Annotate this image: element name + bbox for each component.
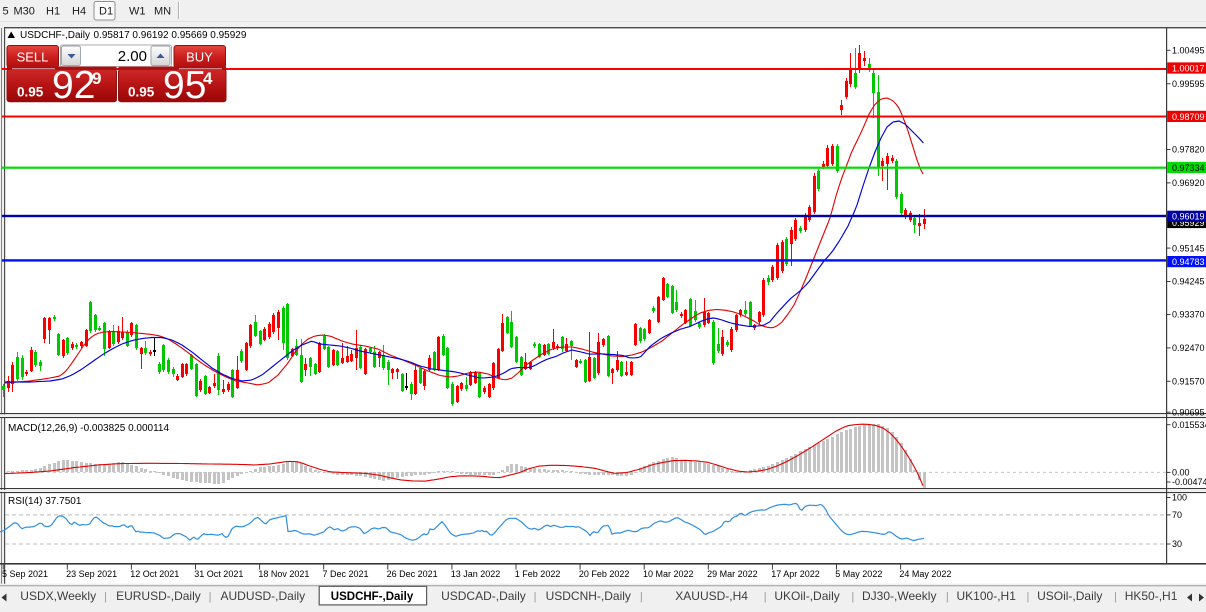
svg-text:W1: W1 — [129, 6, 146, 18]
svg-text:18 Nov 2021: 18 Nov 2021 — [258, 569, 309, 579]
svg-text:0.95: 0.95 — [128, 85, 155, 100]
svg-text:|: | — [1026, 591, 1029, 603]
svg-text:H1: H1 — [46, 6, 60, 18]
svg-text:0.98709: 0.98709 — [1172, 112, 1205, 122]
svg-text:5 Sep 2021: 5 Sep 2021 — [2, 569, 48, 579]
svg-text:10 Mar 2022: 10 Mar 2022 — [643, 569, 694, 579]
svg-text:0.00: 0.00 — [1172, 468, 1190, 478]
svg-text:23 Sep 2021: 23 Sep 2021 — [66, 569, 117, 579]
svg-text:SELL: SELL — [17, 50, 49, 65]
svg-text:|: | — [851, 591, 854, 603]
svg-text:5 May 2022: 5 May 2022 — [835, 569, 882, 579]
svg-text:AUDUSD-,Daily: AUDUSD-,Daily — [221, 589, 306, 603]
svg-text:0.015534: 0.015534 — [1172, 420, 1206, 430]
svg-text:|: | — [209, 591, 212, 603]
svg-text:2.00: 2.00 — [118, 48, 147, 65]
svg-text:MN: MN — [154, 6, 171, 18]
svg-text:0.95817 0.96192 0.95669 0.9592: 0.95817 0.96192 0.95669 0.95929 — [94, 30, 247, 41]
svg-text:D1: D1 — [99, 6, 113, 18]
svg-text:17 Apr 2022: 17 Apr 2022 — [771, 569, 820, 579]
svg-text:1.00495: 1.00495 — [1172, 46, 1205, 56]
svg-text:9: 9 — [92, 69, 101, 88]
svg-text:USDCHF-,Daily: USDCHF-,Daily — [331, 591, 414, 603]
svg-text:USDCHF-,Daily: USDCHF-,Daily — [20, 30, 90, 41]
svg-text:|: | — [640, 591, 643, 603]
svg-text:USOil-,Daily: USOil-,Daily — [1037, 589, 1102, 603]
svg-text:|: | — [764, 591, 767, 603]
svg-text:29 Mar 2022: 29 Mar 2022 — [707, 569, 758, 579]
svg-text:0.95: 0.95 — [17, 85, 44, 100]
svg-text:5: 5 — [3, 6, 9, 18]
svg-text:0.95929: 0.95929 — [1172, 218, 1205, 228]
svg-text:20 Feb 2022: 20 Feb 2022 — [579, 569, 630, 579]
svg-text:UK100-,H1: UK100-,H1 — [957, 589, 1017, 603]
svg-text:31 Oct 2021: 31 Oct 2021 — [194, 569, 243, 579]
svg-text:EURUSD-,Daily: EURUSD-,Daily — [116, 589, 201, 603]
svg-text:1 Feb 2022: 1 Feb 2022 — [515, 569, 561, 579]
svg-text:0.97334: 0.97334 — [1172, 163, 1205, 173]
svg-text:HK50-,H1: HK50-,H1 — [1125, 589, 1178, 603]
svg-text:4: 4 — [203, 69, 213, 88]
svg-text:XAUUSD-,H4: XAUUSD-,H4 — [675, 589, 748, 603]
svg-text:DJ30-,Weekly: DJ30-,Weekly — [862, 589, 936, 603]
svg-text:0.90695: 0.90695 — [1172, 407, 1205, 417]
svg-text:USDCNH-,Daily: USDCNH-,Daily — [546, 589, 631, 603]
svg-text:H4: H4 — [72, 6, 86, 18]
svg-text:26 Dec 2021: 26 Dec 2021 — [387, 569, 438, 579]
svg-text:13 Jan 2022: 13 Jan 2022 — [451, 569, 501, 579]
svg-text:70: 70 — [1172, 510, 1182, 520]
svg-text:RSI(14) 37.7501: RSI(14) 37.7501 — [8, 496, 82, 507]
svg-text:|: | — [534, 591, 537, 603]
svg-text:1.00017: 1.00017 — [1172, 63, 1205, 73]
svg-text:24 May 2022: 24 May 2022 — [899, 569, 951, 579]
svg-text:0.99595: 0.99595 — [1172, 79, 1205, 89]
svg-text:30: 30 — [1172, 539, 1182, 549]
svg-text:0.96019: 0.96019 — [1172, 212, 1205, 222]
svg-text:BUY: BUY — [186, 50, 213, 65]
svg-text:|: | — [946, 591, 949, 603]
svg-text:0.96920: 0.96920 — [1172, 178, 1205, 188]
svg-text:UKOil-,Daily: UKOil-,Daily — [774, 589, 839, 603]
svg-text:92: 92 — [52, 64, 95, 107]
svg-text:USDX,Weekly: USDX,Weekly — [20, 589, 96, 603]
svg-text:95: 95 — [163, 64, 206, 107]
svg-text:|: | — [1114, 591, 1117, 603]
svg-text:0.95145: 0.95145 — [1172, 243, 1205, 253]
svg-text:0.91570: 0.91570 — [1172, 377, 1205, 387]
svg-text:MACD(12,26,9) -0.003825 0.0001: MACD(12,26,9) -0.003825 0.000114 — [8, 423, 169, 434]
svg-text:100: 100 — [1172, 493, 1187, 503]
svg-text:0.94245: 0.94245 — [1172, 277, 1205, 287]
svg-text:0.93370: 0.93370 — [1172, 310, 1205, 320]
svg-text:0.94783: 0.94783 — [1172, 257, 1205, 267]
svg-text:USDCAD-,Daily: USDCAD-,Daily — [441, 589, 526, 603]
svg-text:7 Dec 2021: 7 Dec 2021 — [323, 569, 369, 579]
svg-text:0.97820: 0.97820 — [1172, 145, 1205, 155]
svg-text:-0.00474: -0.00474 — [1172, 477, 1206, 487]
svg-text:|: | — [104, 591, 107, 603]
svg-text:0.92470: 0.92470 — [1172, 343, 1205, 353]
svg-text:M30: M30 — [14, 6, 35, 18]
svg-text:12 Oct 2021: 12 Oct 2021 — [130, 569, 179, 579]
